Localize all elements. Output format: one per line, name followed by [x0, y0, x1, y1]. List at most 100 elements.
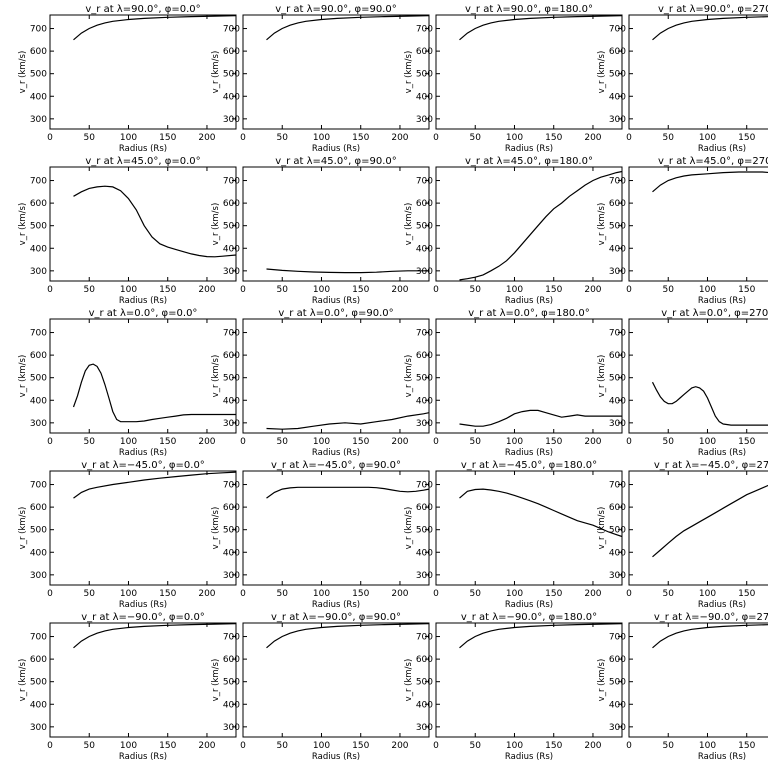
- y-tick-label: 400: [223, 700, 240, 710]
- y-tick-label: 400: [30, 396, 47, 406]
- y-tick-label: 300: [416, 571, 433, 581]
- x-tick-label: 100: [699, 285, 716, 295]
- x-tick-label: 50: [277, 285, 289, 295]
- x-tick-label: 0: [626, 589, 632, 599]
- x-tick-label: 150: [352, 285, 369, 295]
- x-tick-label: 50: [277, 589, 289, 599]
- x-axis-title: Radius (Rs): [119, 296, 167, 306]
- x-tick-label: 200: [198, 437, 215, 447]
- y-tick-label: 500: [416, 526, 433, 536]
- plot-frame: [628, 14, 768, 130]
- y-tick-label: 700: [30, 177, 47, 187]
- y-tick-label: 500: [30, 70, 47, 80]
- y-tick-label: 600: [30, 503, 47, 513]
- x-tick-label: 0: [433, 285, 439, 295]
- plot-frame: [628, 166, 768, 282]
- y-tick-label: 400: [416, 396, 433, 406]
- x-tick-label: 0: [47, 437, 53, 447]
- panel-r3-c2: v_r at λ=0.0°, φ=90.0° 0 50 100 150 200 300 400…: [211, 308, 430, 458]
- y-tick-label: 400: [609, 700, 626, 710]
- x-axis-title: Radius (Rs): [505, 296, 553, 306]
- x-tick-label: 100: [120, 133, 137, 143]
- x-tick-label: 150: [738, 437, 755, 447]
- y-axis-title: v_r (km/s): [404, 51, 414, 94]
- x-tick-label: 50: [84, 741, 96, 751]
- plot-frame: [49, 166, 237, 282]
- y-tick-label: 500: [609, 678, 626, 688]
- x-tick-label: 100: [699, 133, 716, 143]
- y-tick-label: 500: [30, 678, 47, 688]
- panel-title: v_r at λ=0.0°, φ=90.0°: [278, 308, 393, 319]
- x-tick-label: 200: [198, 285, 215, 295]
- y-tick-label: 300: [223, 571, 240, 581]
- series-line: [266, 15, 430, 41]
- series-line: [459, 15, 623, 41]
- x-tick-label: 0: [433, 589, 439, 599]
- x-tick-label: 0: [240, 285, 246, 295]
- x-tick-label: 50: [84, 133, 96, 143]
- series-line: [651, 381, 768, 426]
- y-tick-label: 400: [30, 92, 47, 102]
- panel-r4-c2: v_r at λ=−45.0°, φ=90.0° 0 50 100 150 200 300 4…: [211, 460, 430, 610]
- x-tick-label: 50: [663, 437, 675, 447]
- x-tick-label: 0: [240, 589, 246, 599]
- y-tick-label: 400: [223, 92, 240, 102]
- y-tick-label: 300: [609, 115, 626, 125]
- y-tick-label: 400: [609, 92, 626, 102]
- x-tick-label: 150: [159, 133, 176, 143]
- y-tick-label: 700: [609, 25, 626, 35]
- y-tick-label: 400: [30, 548, 47, 558]
- x-tick-label: 150: [545, 437, 562, 447]
- x-tick-label: 200: [391, 437, 408, 447]
- x-tick-label: 150: [159, 285, 176, 295]
- x-tick-label: 0: [47, 133, 53, 143]
- x-tick-label: 0: [47, 285, 53, 295]
- y-axis-title: v_r (km/s): [597, 51, 607, 94]
- x-tick-label: 150: [352, 133, 369, 143]
- y-tick-label: 300: [416, 267, 433, 277]
- x-tick-label: 0: [433, 133, 439, 143]
- x-tick-label: 100: [506, 133, 523, 143]
- panel-r3-c3: v_r at λ=0.0°, φ=180.0° 0 50 100 150 200 300 40…: [404, 308, 623, 458]
- y-tick-label: 700: [416, 481, 433, 491]
- x-axis-title: Radius (Rs): [119, 752, 167, 762]
- x-axis-title: Radius (Rs): [505, 448, 553, 458]
- y-tick-label: 700: [30, 633, 47, 643]
- panel-title: v_r at λ=−45.0°, φ=0.0°: [81, 460, 205, 471]
- plot-frame: [242, 470, 430, 586]
- x-tick-label: 0: [240, 741, 246, 751]
- x-tick-label: 100: [506, 437, 523, 447]
- y-tick-label: 300: [609, 267, 626, 277]
- y-tick-label: 500: [416, 374, 433, 384]
- x-tick-label: 150: [352, 589, 369, 599]
- x-tick-label: 100: [699, 741, 716, 751]
- panel-title: v_r at λ=90.0°, φ=0.0°: [85, 4, 200, 15]
- y-tick-label: 600: [609, 351, 626, 361]
- panel-title: v_r at λ=−45.0°, φ=90.0°: [271, 460, 401, 471]
- x-axis-title: Radius (Rs): [312, 144, 360, 154]
- plot-frame: [242, 622, 430, 738]
- y-tick-label: 500: [609, 222, 626, 232]
- series-line: [266, 486, 430, 499]
- y-tick-label: 300: [609, 419, 626, 429]
- x-tick-label: 200: [584, 589, 601, 599]
- x-axis-title: Radius (Rs): [698, 144, 746, 154]
- y-tick-label: 700: [30, 329, 47, 339]
- x-tick-label: 50: [470, 437, 482, 447]
- panel-title: v_r at λ=−45.0°, φ=180.0°: [461, 460, 597, 471]
- panel-r5-c3: v_r at λ=−90.0°, φ=180.0° 0 50 100 150 200 300…: [404, 612, 623, 762]
- panel-r2-c3: v_r at λ=45.0°, φ=180.0° 0 50 100 150 200 300 4…: [404, 156, 623, 306]
- y-axis-title: v_r (km/s): [404, 507, 414, 550]
- y-tick-label: 600: [223, 199, 240, 209]
- x-tick-label: 150: [352, 741, 369, 751]
- x-axis-title: Radius (Rs): [119, 600, 167, 610]
- panel-r1-c2: v_r at λ=90.0°, φ=90.0° 0 50 100 150 200 300 40…: [211, 4, 430, 154]
- x-tick-label: 100: [313, 589, 330, 599]
- y-tick-label: 500: [609, 526, 626, 536]
- plot-frame: [628, 318, 768, 434]
- y-axis-title: v_r (km/s): [211, 51, 221, 94]
- series-line: [459, 623, 623, 649]
- y-tick-label: 300: [609, 723, 626, 733]
- x-tick-label: 0: [626, 133, 632, 143]
- x-tick-label: 0: [433, 741, 439, 751]
